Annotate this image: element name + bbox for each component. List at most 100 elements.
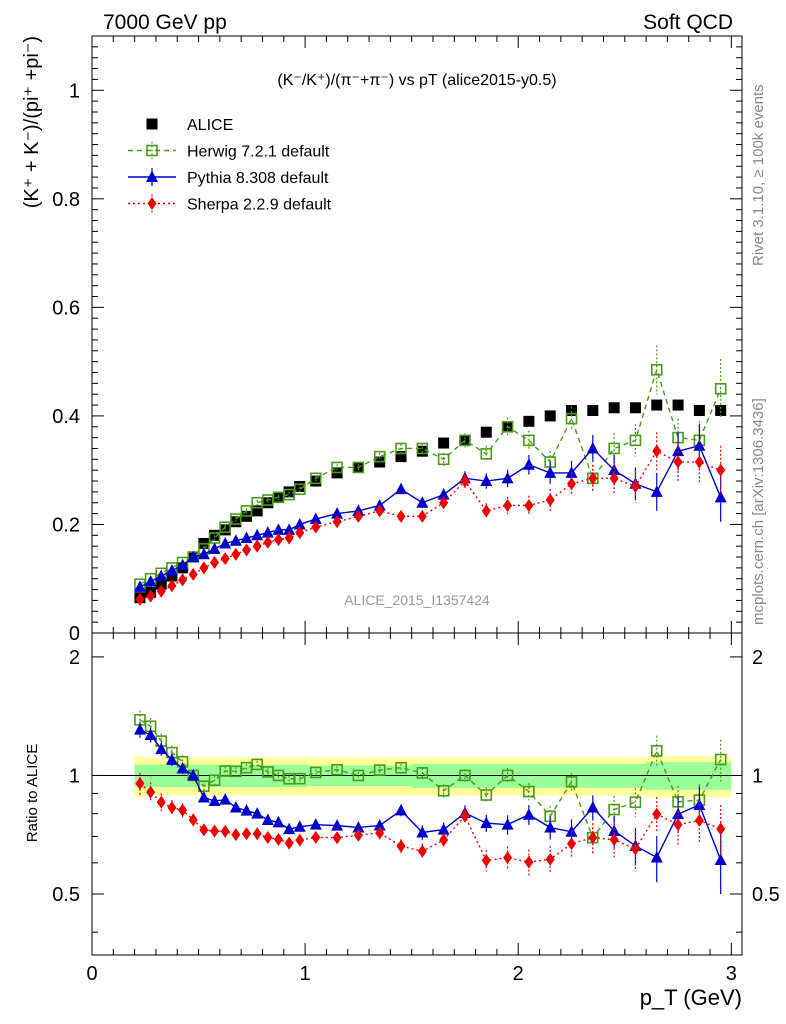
sherpa-ratio-point (156, 795, 166, 809)
sherpa-ratio-point (567, 837, 577, 851)
sherpa-ratio-point (332, 831, 342, 845)
sherpa-point (231, 547, 241, 561)
pythia-ratio-point (155, 742, 168, 755)
sherpa-point (146, 589, 156, 603)
herwig-point (219, 521, 231, 533)
y-tick-label: 0.8 (52, 189, 80, 211)
pythia-ratio-point (165, 753, 178, 765)
herwig-point (480, 448, 493, 460)
sherpa-ratio-point (673, 818, 683, 832)
pythia-point (480, 474, 493, 487)
herwig-point (373, 450, 386, 463)
herwig-ratio-point (608, 803, 620, 816)
herwig-point (714, 382, 727, 395)
herwig-ratio-point (480, 789, 493, 801)
herwig-ratio-point (293, 772, 306, 785)
sherpa-ratio-point (178, 803, 188, 817)
sherpa-point (417, 509, 427, 523)
sherpa-ratio-point (167, 801, 177, 815)
pythia-ratio-point (261, 813, 274, 825)
pythia-ratio-point (480, 816, 493, 829)
x-tick-label: 2 (513, 963, 524, 985)
sherpa-ratio-point (609, 833, 619, 847)
ratio-y-tick-label-right: 2 (752, 647, 763, 669)
pythia-ratio-point (608, 824, 621, 836)
pythia-point (240, 531, 253, 544)
pythia-ratio-point (416, 825, 429, 838)
herwig-ratio-point (714, 753, 727, 766)
pythia-point (272, 523, 285, 535)
alice-point (566, 404, 578, 416)
sherpa-point (567, 477, 577, 491)
legend-herwig-marker (146, 144, 158, 157)
mcplots-label: mcplots.cern.ch [arXiv:1306.3436] (750, 398, 767, 625)
herwig-point (437, 453, 450, 466)
ratio-panel-frame (91, 632, 743, 956)
axis-ticks (91, 35, 742, 955)
alice-point (693, 404, 705, 416)
sherpa-ratio-point (375, 826, 385, 840)
legend-pythia-marker (146, 170, 158, 182)
herwig-point (230, 513, 242, 525)
pythia-point (176, 558, 189, 571)
header-right-label: Soft QCD (643, 11, 733, 34)
ratio-y-tick-label: 1 (69, 765, 80, 787)
herwig-ratio-point (565, 776, 578, 788)
pythia-point (283, 523, 296, 535)
pythia-ratio-point (672, 807, 685, 820)
ratio-axis-title: Ratio to ALICE (24, 744, 41, 842)
pythia-ratio-point (544, 821, 557, 833)
sherpa-point (652, 444, 662, 458)
pythia-point (219, 536, 232, 549)
ratio-uncertainty-bands (134, 756, 732, 798)
herwig-point (240, 505, 253, 517)
y-tick-label: 0.4 (52, 406, 80, 428)
herwig-point (459, 434, 471, 447)
sherpa-ratio-point (460, 809, 470, 823)
herwig-ratio-point (416, 767, 429, 779)
herwig-point (395, 442, 407, 455)
pythia-ratio-point (501, 818, 514, 830)
rivet-label: Rivet 3.1.10, ≥ 100k events (750, 84, 767, 266)
sherpa-point (375, 504, 385, 518)
herwig-ratio-point (650, 745, 663, 757)
alice-point (251, 505, 263, 517)
herwig-ratio-point (501, 769, 514, 782)
sherpa-ratio-point (263, 830, 273, 844)
legend-sherpa-label: Sherpa 2.2.9 default (187, 197, 332, 214)
herwig-point (565, 412, 578, 425)
pythia-point (650, 485, 663, 497)
sherpa-ratio-point (146, 785, 156, 799)
pythia-point (331, 507, 344, 519)
x-tick-label: 1 (300, 963, 311, 985)
sherpa-point (188, 567, 198, 581)
y-tick-label: 0 (69, 623, 80, 645)
pythia-ratio-point (240, 804, 253, 816)
sherpa-ratio-point (545, 852, 555, 866)
alice-point (629, 402, 641, 414)
sherpa-point (252, 539, 262, 553)
pythia-point (197, 547, 210, 560)
sherpa-point (242, 543, 252, 557)
alice-point (651, 399, 663, 411)
sherpa-point (156, 584, 166, 598)
pythia-point (544, 466, 557, 478)
y-tick-label: 0.6 (52, 297, 80, 319)
y-axis-title: (K⁺ + K⁻)/(pi⁺ +pi⁻) (21, 36, 43, 208)
pythia-point (522, 458, 535, 470)
pythia-ratio-point (437, 823, 450, 835)
sherpa-ratio-point (188, 813, 198, 827)
herwig-ratio-point (208, 774, 221, 787)
pythia-point (714, 490, 727, 503)
pythia-ratio-point (373, 819, 386, 831)
pythia-point (293, 517, 306, 530)
pythia-ratio-point (522, 808, 535, 820)
sherpa-point (263, 535, 273, 549)
pythia-point (261, 526, 274, 538)
pythia-ratio-point (176, 761, 189, 774)
sherpa-point (220, 552, 230, 566)
pythia-point (155, 569, 168, 582)
sherpa-point (210, 555, 220, 569)
sherpa-point (135, 592, 145, 606)
